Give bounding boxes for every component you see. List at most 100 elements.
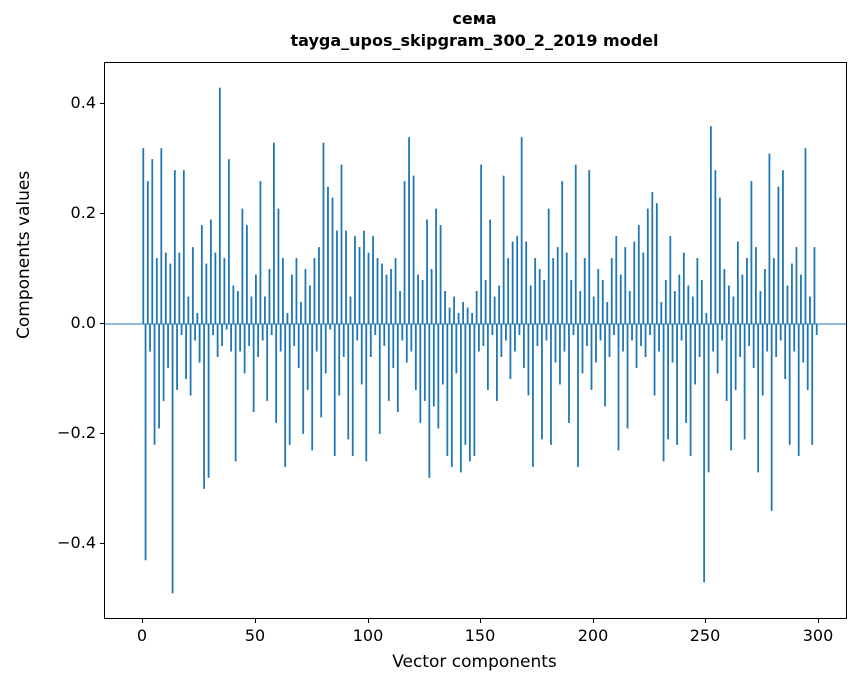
chart-title: сема tayga_upos_skipgram_300_2_2019 mode… bbox=[104, 8, 845, 52]
bar bbox=[561, 181, 564, 325]
x-tick-mark bbox=[818, 619, 819, 623]
bar bbox=[761, 324, 764, 396]
bar bbox=[619, 274, 622, 325]
bar bbox=[595, 324, 597, 363]
bar bbox=[394, 258, 397, 325]
bar bbox=[691, 296, 694, 325]
x-tick-mark bbox=[255, 619, 256, 623]
bar bbox=[268, 269, 271, 325]
bar bbox=[302, 324, 305, 434]
bar bbox=[493, 296, 496, 325]
bar bbox=[626, 324, 629, 429]
bar bbox=[703, 324, 706, 583]
bar bbox=[189, 324, 192, 396]
bar bbox=[685, 324, 687, 423]
bar bbox=[248, 324, 251, 346]
bar bbox=[624, 247, 627, 325]
bar bbox=[669, 236, 672, 325]
bar bbox=[552, 258, 555, 325]
bar bbox=[374, 324, 377, 335]
bar bbox=[730, 324, 733, 451]
chart-title-line2: tayga_upos_skipgram_300_2_2019 model bbox=[290, 31, 659, 50]
bar bbox=[279, 324, 282, 352]
bar bbox=[396, 324, 399, 412]
bar bbox=[806, 324, 809, 390]
bar bbox=[261, 324, 264, 341]
x-tick-mark bbox=[142, 619, 143, 623]
bar bbox=[736, 241, 739, 325]
bar bbox=[779, 324, 782, 341]
bar bbox=[529, 285, 532, 325]
bar bbox=[306, 324, 309, 390]
bar bbox=[815, 324, 818, 335]
bar bbox=[480, 164, 483, 325]
bar bbox=[660, 302, 663, 325]
bar bbox=[383, 324, 386, 346]
bar bbox=[252, 324, 255, 412]
bar bbox=[430, 269, 433, 325]
bar bbox=[538, 269, 541, 325]
bar bbox=[144, 324, 147, 561]
bar bbox=[345, 230, 347, 325]
bar bbox=[439, 225, 442, 325]
bar bbox=[142, 148, 145, 325]
bar bbox=[399, 291, 401, 325]
bar bbox=[631, 324, 633, 341]
bar bbox=[482, 324, 485, 346]
bar bbox=[432, 324, 435, 407]
bar bbox=[169, 263, 172, 325]
bar bbox=[597, 269, 600, 325]
bar bbox=[428, 324, 431, 478]
bar bbox=[649, 324, 651, 335]
bar bbox=[473, 324, 476, 456]
bar bbox=[599, 324, 602, 341]
bar bbox=[559, 324, 561, 385]
bar bbox=[327, 186, 329, 325]
y-tick-mark bbox=[100, 433, 104, 434]
bar bbox=[273, 142, 275, 325]
bar bbox=[225, 324, 228, 330]
bar bbox=[664, 280, 667, 325]
x-tick-label: 300 bbox=[802, 626, 834, 645]
bar bbox=[757, 324, 760, 473]
bar bbox=[568, 324, 570, 423]
bar bbox=[572, 324, 575, 335]
bar bbox=[230, 324, 233, 352]
bar bbox=[784, 324, 787, 379]
bar bbox=[468, 324, 471, 462]
bar bbox=[509, 324, 512, 379]
bar bbox=[520, 137, 523, 325]
bar bbox=[800, 274, 802, 325]
bar bbox=[356, 324, 359, 341]
bar bbox=[205, 263, 208, 325]
x-tick-mark bbox=[368, 619, 369, 623]
bar bbox=[448, 307, 451, 325]
bar bbox=[811, 324, 814, 445]
bar bbox=[405, 324, 408, 363]
bar bbox=[315, 324, 318, 352]
bar bbox=[574, 164, 577, 325]
bar bbox=[644, 324, 647, 357]
bar bbox=[707, 324, 710, 473]
bar bbox=[232, 285, 235, 325]
bar bbox=[536, 324, 539, 346]
bar bbox=[592, 296, 595, 325]
bar bbox=[518, 324, 521, 335]
bar bbox=[750, 181, 753, 325]
plot-area bbox=[104, 62, 847, 619]
bar bbox=[734, 324, 737, 390]
bar bbox=[516, 236, 519, 325]
bar bbox=[151, 159, 154, 325]
bar bbox=[363, 230, 365, 325]
y-tick-label: −0.4 bbox=[57, 533, 96, 552]
bar bbox=[275, 324, 278, 423]
bar bbox=[768, 153, 771, 325]
bar bbox=[741, 274, 744, 325]
bar bbox=[635, 324, 638, 368]
bar bbox=[243, 324, 246, 374]
bar bbox=[300, 302, 302, 325]
bar bbox=[651, 192, 654, 325]
bar bbox=[491, 324, 494, 335]
bar bbox=[606, 302, 609, 325]
bar bbox=[293, 324, 296, 346]
